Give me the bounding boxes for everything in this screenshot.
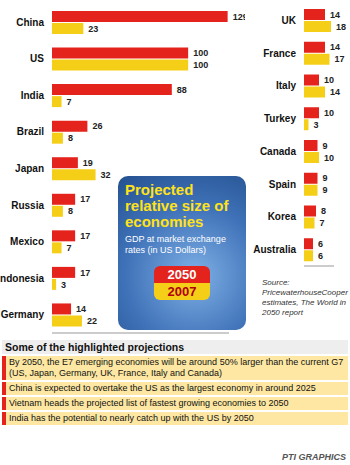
svg-text:7: 7 xyxy=(320,218,325,228)
html-text:By 2050, the E7 emerging econo: By 2050, the E7 emerging economies will … xyxy=(9,357,344,378)
svg-text:14: 14 xyxy=(330,42,340,52)
html-text:India has the potential to nea: India has the potential to nearly catch … xyxy=(9,413,254,423)
svg-text:8: 8 xyxy=(68,206,73,216)
html-text:Vietnam heads the projected li: Vietnam heads the projected list of fast… xyxy=(9,398,289,408)
svg-text:10: 10 xyxy=(324,108,334,118)
svg-text:22: 22 xyxy=(87,316,97,326)
svg-text:Brazil: Brazil xyxy=(17,126,44,137)
svg-text:Australia: Australia xyxy=(253,244,296,255)
svg-text:US: US xyxy=(30,53,44,64)
svg-text:18: 18 xyxy=(336,22,346,32)
svg-text:88: 88 xyxy=(177,85,187,95)
svg-text:26: 26 xyxy=(92,121,102,131)
svg-text:17: 17 xyxy=(80,231,90,241)
svg-text:Italy: Italy xyxy=(276,80,296,91)
html-text:Some of the highlighted projec: Some of the highlighted projections xyxy=(5,341,185,353)
svg-text:3: 3 xyxy=(61,280,66,290)
html-text:Projected relative size of eco: Projected relative size of economies xyxy=(125,181,229,230)
html-text:GDP at market exchange rates (: GDP at market exchange rates (in US Doll… xyxy=(125,234,226,255)
svg-text:17: 17 xyxy=(335,54,345,64)
svg-text:8: 8 xyxy=(321,206,326,216)
html-text:2050: 2050 xyxy=(167,267,197,282)
svg-text:Korea: Korea xyxy=(268,211,297,222)
html-text:Source: PricewaterhouseCooper: Source: PricewaterhouseCooper estimates,… xyxy=(262,278,348,317)
html-text:PTI GRAPHICS: PTI GRAPHICS xyxy=(282,452,346,462)
svg-text:9: 9 xyxy=(323,173,328,183)
svg-text:China: China xyxy=(16,17,44,28)
svg-text:23: 23 xyxy=(88,24,98,34)
svg-text:Turkey: Turkey xyxy=(264,113,296,124)
svg-text:France: France xyxy=(263,48,296,59)
svg-text:8: 8 xyxy=(68,133,73,143)
svg-text:Spain: Spain xyxy=(269,179,296,190)
svg-text:10: 10 xyxy=(324,75,334,85)
svg-text:129: 129 xyxy=(233,12,245,22)
svg-text:9: 9 xyxy=(323,185,328,195)
svg-text:10: 10 xyxy=(324,153,334,163)
svg-text:UK: UK xyxy=(282,15,297,26)
svg-text:Mexico: Mexico xyxy=(10,236,44,247)
svg-text:9: 9 xyxy=(323,141,328,151)
html-text:2007: 2007 xyxy=(167,284,197,299)
svg-text:6: 6 xyxy=(318,251,323,261)
svg-text:17: 17 xyxy=(80,268,90,278)
svg-text:3: 3 xyxy=(314,120,319,130)
svg-text:17: 17 xyxy=(80,194,90,204)
html-text:China is expected to overtake: China is expected to overtake the US as … xyxy=(9,383,316,393)
svg-text:India: India xyxy=(21,90,45,101)
svg-text:Russia: Russia xyxy=(11,200,44,211)
svg-text:6: 6 xyxy=(318,239,323,249)
svg-text:Germany: Germany xyxy=(1,309,45,320)
svg-text:100: 100 xyxy=(193,60,208,70)
svg-text:7: 7 xyxy=(67,243,72,253)
svg-text:7: 7 xyxy=(67,97,72,107)
svg-text:Canada: Canada xyxy=(260,146,297,157)
svg-text:Indonesia: Indonesia xyxy=(0,273,44,284)
svg-text:Japan: Japan xyxy=(15,163,44,174)
svg-text:100: 100 xyxy=(193,48,208,58)
svg-text:19: 19 xyxy=(83,158,93,168)
svg-text:14: 14 xyxy=(330,10,340,20)
svg-text:14: 14 xyxy=(76,304,86,314)
svg-text:14: 14 xyxy=(330,87,340,97)
svg-text:32: 32 xyxy=(101,170,111,180)
